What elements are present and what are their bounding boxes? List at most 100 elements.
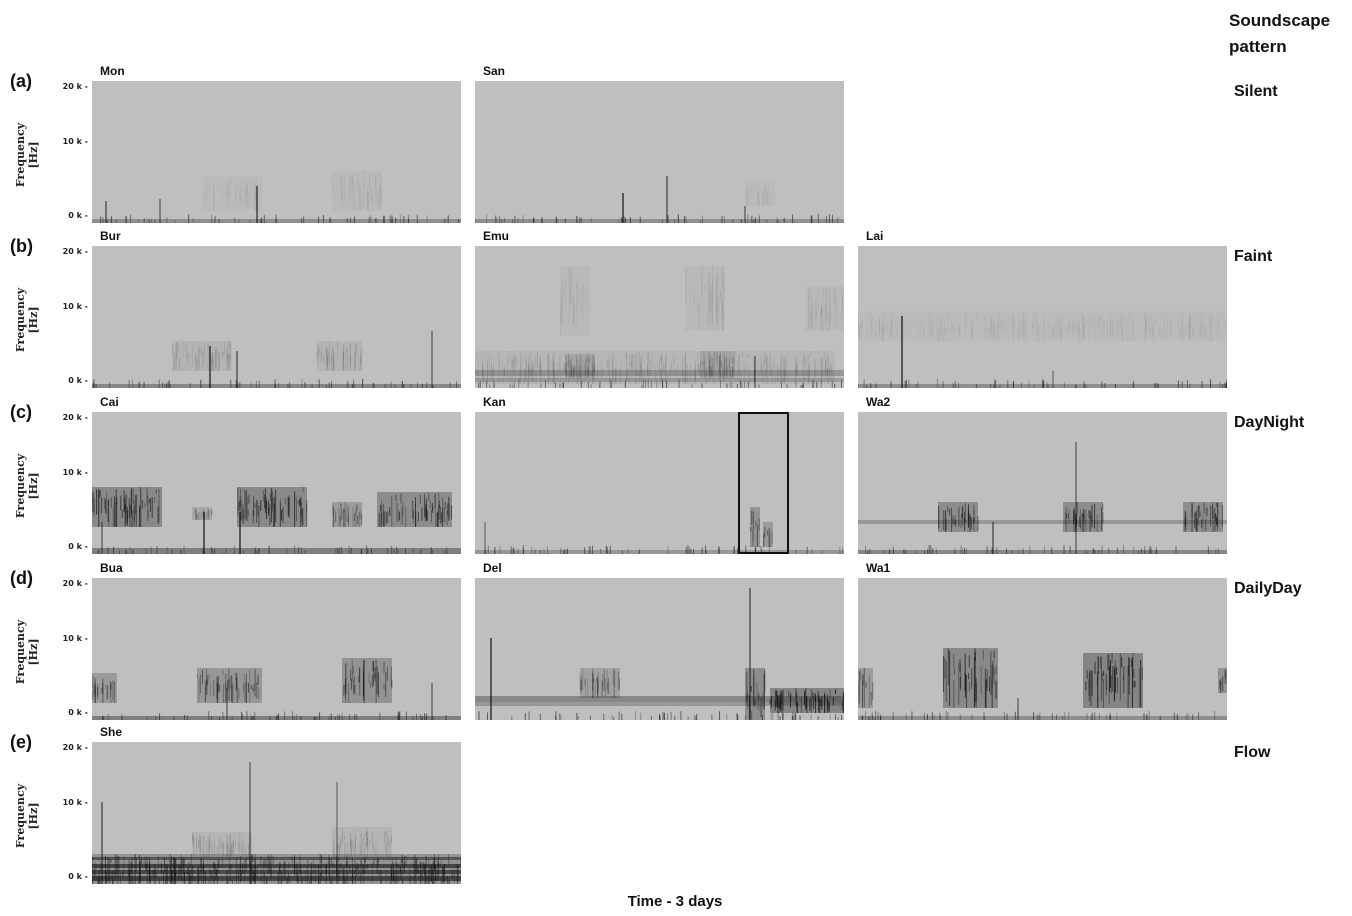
spectrogram-panel-cai: Cai: [92, 395, 461, 554]
soundscape-pattern-label: Faint: [1234, 248, 1273, 265]
spectrogram-background: [92, 412, 461, 554]
activity-cluster: [92, 673, 117, 703]
frequency-band: [92, 384, 461, 388]
activity-cluster: [938, 502, 979, 532]
activity-cluster: [377, 492, 452, 527]
soundscape-pattern-label: Flow: [1234, 744, 1271, 761]
frequency-band: [475, 219, 844, 223]
row-letter: (d): [10, 568, 33, 588]
y-tick-label: 10 k -: [62, 137, 88, 146]
spectrogram-background: [475, 412, 844, 554]
spectrogram-panel-she: She: [92, 725, 461, 884]
y-tick-label: 20 k -: [62, 579, 88, 588]
activity-cluster: [237, 487, 308, 527]
site-label: Bua: [100, 561, 123, 575]
spectrogram-panel-wa1: Wa1: [858, 561, 1227, 720]
activity-cluster: [579, 668, 620, 698]
spectrogram-panel-mon: Mon: [92, 64, 461, 223]
activity-cluster: [685, 266, 725, 331]
spectrogram-background: [92, 578, 461, 720]
activity-cluster: [1183, 502, 1223, 532]
soundscape-pattern-label: DayNight: [1234, 414, 1305, 431]
spectrogram-panel-lai: Lai: [858, 229, 1227, 388]
y-tick-label: 20 k -: [62, 247, 88, 256]
activity-cluster: [1063, 502, 1104, 532]
spectrogram-background: [858, 578, 1227, 720]
frequency-band: [858, 520, 1227, 524]
x-axis-label: Time - 3 days: [627, 893, 723, 910]
activity-cluster: [475, 351, 835, 384]
row-letter: (c): [10, 402, 32, 422]
frequency-band: [475, 550, 844, 554]
spectrogram-panel-wa2: Wa2: [858, 395, 1227, 554]
frequency-band: [858, 716, 1227, 720]
y-tick-label: 10 k -: [62, 634, 88, 643]
frequency-band: [475, 370, 844, 376]
spectrogram-panel-emu: Emu: [475, 229, 844, 388]
spectrogram-panel-bua: Bua: [92, 561, 461, 720]
site-label: Kan: [483, 395, 506, 409]
spectrogram-background: [475, 246, 844, 388]
spectrogram-background: [858, 412, 1227, 554]
activity-cluster: [565, 354, 595, 378]
site-label: She: [100, 725, 123, 739]
frequency-band: [92, 548, 461, 554]
y-tick-label: 0 k -: [68, 376, 88, 385]
spectrogram: [475, 412, 844, 554]
spectrogram-background: [92, 81, 461, 223]
activity-cluster: [559, 266, 590, 336]
activity-cluster: [763, 522, 773, 547]
activity-cluster: [333, 171, 383, 211]
row-letter: (b): [10, 236, 33, 256]
row-letter: (a): [10, 71, 32, 91]
activity-cluster: [192, 507, 213, 520]
activity-cluster: [1218, 668, 1227, 693]
site-label: San: [483, 64, 506, 78]
frequency-band: [92, 857, 461, 860]
spectrogram-panel-san: San: [475, 64, 844, 223]
site-label: Wa1: [866, 561, 891, 575]
y-tick-label: 20 k -: [62, 82, 88, 91]
activity-cluster: [943, 648, 998, 708]
spectrogram: [858, 578, 1227, 720]
site-label: Wa2: [866, 395, 891, 409]
soundscape-pattern-label: DailyDay: [1234, 580, 1302, 597]
spectrogram-background: [92, 246, 461, 388]
activity-cluster: [745, 668, 766, 720]
y-tick-label: 20 k -: [62, 413, 88, 422]
frequency-band: [858, 550, 1227, 554]
site-label: Cai: [100, 395, 119, 409]
activity-cluster: [204, 176, 258, 211]
spectrogram-panel-bur: Bur: [92, 229, 461, 388]
frequency-band: [92, 870, 461, 874]
y-tick-label: 10 k -: [62, 468, 88, 477]
spectrogram: [92, 742, 461, 884]
frequency-band: [475, 378, 844, 382]
spectrogram: [858, 246, 1227, 388]
activity-cluster: [332, 827, 392, 857]
spectrogram: [475, 81, 844, 223]
activity-cluster: [745, 181, 769, 206]
activity-cluster: [805, 286, 844, 331]
y-tick-label: 0 k -: [68, 211, 88, 220]
activity-cluster: [769, 688, 844, 713]
activity-cluster: [332, 502, 363, 527]
site-label: Bur: [100, 229, 121, 243]
activity-cluster: [342, 658, 393, 703]
y-tick-label: 20 k -: [62, 743, 88, 752]
spectrogram-background: [92, 742, 461, 884]
activity-cluster: [699, 351, 735, 378]
spectrogram: [858, 412, 1227, 554]
activity-cluster: [92, 487, 162, 527]
soundscape-pattern-label: Silent: [1234, 83, 1278, 100]
soundscape-pattern-header: Soundscape pattern: [1229, 11, 1331, 56]
activity-cluster: [858, 668, 874, 708]
spectrogram: [92, 81, 461, 223]
spectrogram: [475, 246, 844, 388]
activity-cluster: [196, 668, 262, 703]
activity-cluster: [316, 341, 363, 371]
spectrogram-background: [475, 81, 844, 223]
y-tick-label: 10 k -: [62, 798, 88, 807]
activity-cluster: [92, 854, 461, 884]
